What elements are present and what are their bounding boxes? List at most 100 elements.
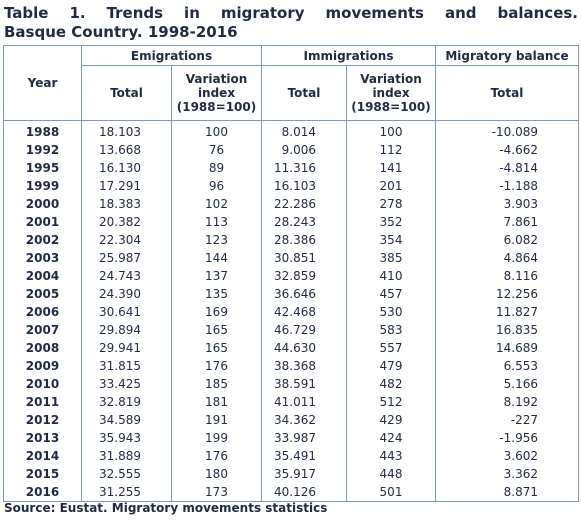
- cell-im-total: 28.243: [261, 213, 347, 231]
- cell-em-total: 34.589: [81, 411, 172, 429]
- cell-balance: -4.662: [435, 141, 579, 159]
- cell-em-idx: 100: [171, 120, 262, 141]
- cell-year: 1999: [3, 177, 82, 195]
- variation-line-2: index: [197, 86, 236, 100]
- table-row: 2014 31.889 176 35.491 443 3.602: [3, 447, 579, 465]
- cell-em-idx: 165: [171, 321, 262, 339]
- cell-year: 2015: [3, 465, 82, 483]
- cell-balance: -1.956: [435, 429, 579, 447]
- cell-im-idx: 352: [346, 213, 436, 231]
- cell-im-total: 16.103: [261, 177, 347, 195]
- table-body: 1988 18.103 100 8.014 100 -10.089 1992 13.668 76…: [3, 120, 579, 502]
- table-row: 2003 25.987 144 30.851 385 4.864: [3, 249, 579, 267]
- cell-im-idx: 557: [346, 339, 436, 357]
- header-balance-total: Total: [435, 65, 579, 121]
- header-migratory-balance: Migratory balance: [435, 45, 579, 66]
- cell-im-total: 38.591: [261, 375, 347, 393]
- cell-year: 2004: [3, 267, 82, 285]
- cell-year: 1988: [3, 120, 82, 141]
- cell-em-total: 17.291: [81, 177, 172, 195]
- variation-line-2: index: [372, 86, 410, 100]
- cell-im-total: 42.468: [261, 303, 347, 321]
- cell-im-idx: 141: [346, 159, 436, 177]
- cell-im-total: 35.491: [261, 447, 347, 465]
- cell-year: 2010: [3, 375, 82, 393]
- cell-balance: 14.689: [435, 339, 579, 357]
- cell-im-idx: 482: [346, 375, 436, 393]
- cell-im-total: 11.316: [261, 159, 347, 177]
- cell-year: 2011: [3, 393, 82, 411]
- variation-line-3: (1988=100): [176, 100, 257, 114]
- cell-year: 2000: [3, 195, 82, 213]
- cell-balance: 3.362: [435, 465, 579, 483]
- cell-year: 1995: [3, 159, 82, 177]
- cell-im-total: 33.987: [261, 429, 347, 447]
- cell-em-idx: 113: [171, 213, 262, 231]
- cell-balance: 5.166: [435, 375, 579, 393]
- variation-line-1: Variation: [360, 72, 422, 86]
- cell-year: 2002: [3, 231, 82, 249]
- cell-balance: 7.861: [435, 213, 579, 231]
- cell-balance: 16.835: [435, 321, 579, 339]
- header-immigrations-total: Total: [261, 65, 347, 121]
- cell-em-total: 16.130: [81, 159, 172, 177]
- cell-im-total: 46.729: [261, 321, 347, 339]
- cell-balance: -1.188: [435, 177, 579, 195]
- cell-em-idx: 180: [171, 465, 262, 483]
- cell-balance: 4.864: [435, 249, 579, 267]
- cell-em-total: 32.819: [81, 393, 172, 411]
- cell-im-idx: 112: [346, 141, 436, 159]
- cell-em-total: 35.943: [81, 429, 172, 447]
- cell-em-total: 18.383: [81, 195, 172, 213]
- cell-im-total: 9.006: [261, 141, 347, 159]
- header-emigrations: Emigrations: [81, 45, 262, 66]
- cell-em-total: 18.103: [81, 120, 172, 141]
- cell-em-total: 20.382: [81, 213, 172, 231]
- cell-balance: -10.089: [435, 120, 579, 141]
- cell-im-total: 32.859: [261, 267, 347, 285]
- table-row: 2011 32.819 181 41.011 512 8.192: [3, 393, 579, 411]
- table-row: 2012 34.589 191 34.362 429 -227: [3, 411, 579, 429]
- table-row: 2006 30.641 169 42.468 530 11.827: [3, 303, 579, 321]
- cell-em-idx: 135: [171, 285, 262, 303]
- header-year: Year: [3, 45, 82, 121]
- cell-balance: 3.903: [435, 195, 579, 213]
- table-row: 2013 35.943 199 33.987 424 -1.956: [3, 429, 579, 447]
- source-note: Source: Eustat. Migratory movements stat…: [4, 501, 328, 515]
- cell-year: 2009: [3, 357, 82, 375]
- cell-year: 2014: [3, 447, 82, 465]
- header-immigrations: Immigrations: [261, 45, 436, 66]
- cell-year: 2005: [3, 285, 82, 303]
- cell-im-idx: 501: [346, 483, 436, 502]
- table-row: 2009 31.815 176 38.368 479 6.553: [3, 357, 579, 375]
- table-row: 2007 29.894 165 46.729 583 16.835: [3, 321, 579, 339]
- cell-em-idx: 199: [171, 429, 262, 447]
- table-row: 2002 22.304 123 28.386 354 6.082: [3, 231, 579, 249]
- cell-year: 1992: [3, 141, 82, 159]
- table-title-line-2: Basque Country. 1998-2016: [4, 23, 238, 41]
- cell-im-total: 30.851: [261, 249, 347, 267]
- cell-im-idx: 385: [346, 249, 436, 267]
- table-row: 2016 31.255 173 40.126 501 8.871: [3, 483, 579, 502]
- cell-em-idx: 173: [171, 483, 262, 502]
- cell-im-total: 8.014: [261, 120, 347, 141]
- cell-im-total: 28.386: [261, 231, 347, 249]
- table-row: 2008 29.941 165 44.630 557 14.689: [3, 339, 579, 357]
- cell-im-idx: 201: [346, 177, 436, 195]
- cell-em-total: 13.668: [81, 141, 172, 159]
- cell-em-total: 24.743: [81, 267, 172, 285]
- cell-em-total: 31.889: [81, 447, 172, 465]
- cell-im-idx: 448: [346, 465, 436, 483]
- cell-year: 2001: [3, 213, 82, 231]
- table-title: Table 1. Trends in migratory movements a…: [4, 4, 578, 42]
- variation-line-1: Variation: [185, 72, 248, 86]
- cell-em-idx: 176: [171, 447, 262, 465]
- cell-balance: 11.827: [435, 303, 579, 321]
- cell-em-idx: 102: [171, 195, 262, 213]
- cell-em-total: 30.641: [81, 303, 172, 321]
- cell-year: 2007: [3, 321, 82, 339]
- cell-balance: 8.871: [435, 483, 579, 502]
- cell-em-idx: 176: [171, 357, 262, 375]
- header-immigrations-variation-index: Variation index (1988=100): [346, 65, 436, 121]
- cell-em-idx: 191: [171, 411, 262, 429]
